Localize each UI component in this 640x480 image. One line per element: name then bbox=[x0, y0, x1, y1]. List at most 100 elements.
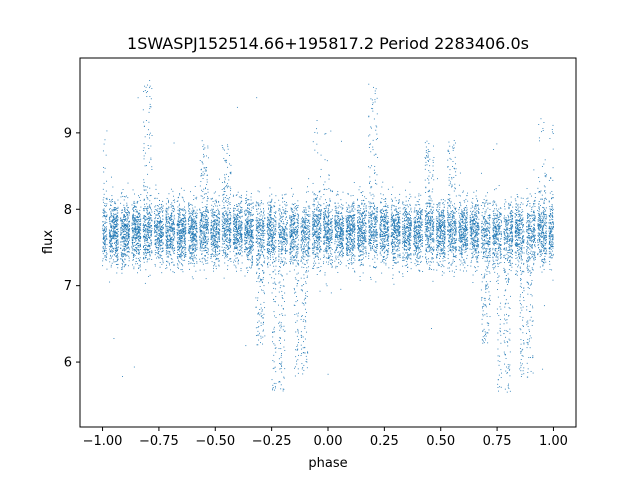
data-point bbox=[102, 237, 104, 239]
data-point bbox=[170, 217, 172, 219]
data-point bbox=[337, 232, 339, 234]
data-point bbox=[492, 235, 494, 236]
data-point bbox=[312, 243, 314, 245]
data-point bbox=[219, 217, 221, 219]
data-point bbox=[303, 251, 305, 253]
data-point bbox=[508, 246, 510, 248]
data-point bbox=[539, 218, 541, 220]
data-point bbox=[194, 228, 196, 230]
data-point bbox=[475, 214, 476, 216]
data-point bbox=[477, 233, 479, 235]
data-point bbox=[292, 193, 294, 195]
data-point bbox=[405, 241, 407, 243]
data-point bbox=[121, 225, 123, 227]
data-point bbox=[352, 224, 354, 226]
data-point bbox=[549, 260, 551, 262]
data-point bbox=[371, 240, 373, 241]
data-point bbox=[533, 225, 535, 226]
data-point bbox=[188, 211, 190, 212]
data-point bbox=[125, 212, 127, 213]
data-point bbox=[517, 231, 519, 233]
data-point bbox=[187, 223, 189, 225]
data-point bbox=[382, 194, 384, 196]
data-point bbox=[158, 238, 160, 240]
data-point bbox=[361, 215, 363, 217]
data-point bbox=[406, 204, 408, 206]
data-point bbox=[262, 252, 264, 253]
data-point bbox=[144, 216, 146, 218]
data-point bbox=[105, 255, 107, 257]
data-point bbox=[132, 229, 133, 231]
data-point bbox=[200, 228, 201, 230]
data-point bbox=[392, 199, 393, 201]
data-point bbox=[351, 225, 353, 226]
data-point bbox=[498, 219, 500, 221]
data-point bbox=[257, 243, 259, 245]
data-point bbox=[125, 212, 127, 214]
data-point bbox=[123, 243, 125, 245]
data-point bbox=[260, 245, 262, 247]
data-point bbox=[250, 251, 252, 253]
data-point bbox=[454, 240, 456, 242]
data-point bbox=[432, 223, 434, 225]
data-point bbox=[494, 208, 496, 210]
data-point bbox=[279, 229, 281, 231]
data-point bbox=[149, 231, 151, 233]
data-point bbox=[496, 239, 498, 240]
data-point bbox=[551, 205, 553, 207]
data-point bbox=[315, 248, 317, 250]
data-point bbox=[181, 248, 183, 249]
data-point bbox=[227, 229, 229, 231]
data-point bbox=[229, 204, 231, 205]
data-point bbox=[439, 224, 440, 226]
data-point bbox=[165, 239, 167, 241]
data-point bbox=[181, 255, 183, 257]
data-point bbox=[182, 233, 184, 235]
data-point bbox=[531, 225, 533, 227]
data-point bbox=[194, 235, 196, 236]
data-point bbox=[241, 215, 243, 217]
data-point bbox=[353, 219, 355, 221]
data-point bbox=[429, 165, 431, 167]
data-point bbox=[381, 217, 383, 219]
data-point bbox=[251, 266, 252, 268]
data-point bbox=[280, 273, 282, 275]
data-point bbox=[530, 239, 532, 241]
data-point bbox=[348, 249, 350, 251]
data-point bbox=[240, 246, 242, 248]
data-point bbox=[428, 222, 430, 224]
data-point bbox=[509, 240, 511, 242]
data-point bbox=[368, 147, 370, 148]
data-point bbox=[308, 219, 310, 221]
data-point bbox=[182, 223, 184, 224]
data-point bbox=[441, 249, 442, 251]
data-point bbox=[462, 216, 464, 218]
data-point bbox=[147, 228, 149, 230]
data-point bbox=[444, 228, 446, 230]
data-point bbox=[417, 252, 419, 254]
data-point bbox=[204, 227, 205, 229]
data-point bbox=[232, 195, 234, 197]
data-point bbox=[350, 230, 352, 232]
data-point bbox=[338, 254, 340, 255]
data-point bbox=[212, 212, 214, 214]
data-point bbox=[497, 355, 499, 357]
data-point bbox=[223, 251, 224, 253]
data-point bbox=[464, 222, 465, 224]
data-point bbox=[268, 201, 270, 203]
data-point bbox=[385, 228, 387, 230]
data-point bbox=[105, 205, 107, 207]
data-point bbox=[331, 230, 333, 232]
data-point bbox=[425, 210, 427, 212]
data-point bbox=[418, 226, 420, 228]
data-point bbox=[543, 249, 545, 251]
data-point bbox=[428, 179, 430, 181]
data-point bbox=[476, 231, 478, 233]
data-point bbox=[111, 238, 112, 239]
data-point bbox=[226, 185, 228, 187]
data-point bbox=[549, 234, 551, 236]
data-point bbox=[532, 241, 534, 243]
data-point bbox=[313, 252, 314, 253]
data-point bbox=[162, 205, 164, 207]
data-point bbox=[449, 241, 451, 243]
